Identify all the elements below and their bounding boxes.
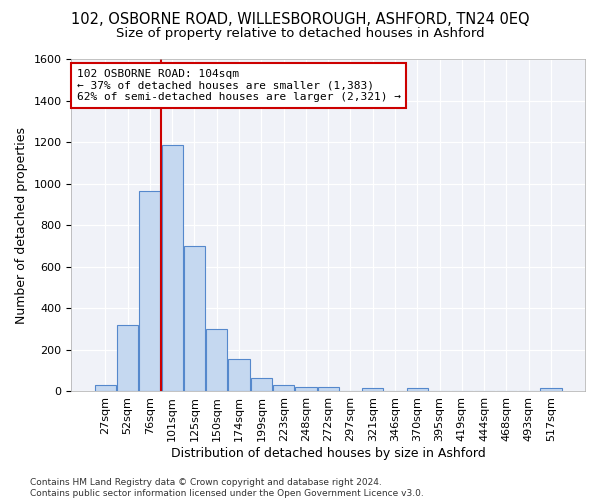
Text: Size of property relative to detached houses in Ashford: Size of property relative to detached ho… [116,28,484,40]
Bar [161,145,183,392]
X-axis label: Distribution of detached houses by size in Ashford: Distribution of detached houses by size … [171,447,485,460]
Bar [541,388,562,392]
Text: Contains HM Land Registry data © Crown copyright and database right 2024.
Contai: Contains HM Land Registry data © Crown c… [30,478,424,498]
Bar [317,388,339,392]
Bar [95,385,116,392]
Bar [206,329,227,392]
Bar [273,385,294,392]
Bar [251,378,272,392]
Y-axis label: Number of detached properties: Number of detached properties [15,126,28,324]
Bar [117,325,138,392]
Bar [407,388,428,392]
Bar [295,388,317,392]
Bar [139,191,160,392]
Bar [362,388,383,392]
Bar [184,246,205,392]
Text: 102, OSBORNE ROAD, WILLESBOROUGH, ASHFORD, TN24 0EQ: 102, OSBORNE ROAD, WILLESBOROUGH, ASHFOR… [71,12,529,28]
Text: 102 OSBORNE ROAD: 104sqm
← 37% of detached houses are smaller (1,383)
62% of sem: 102 OSBORNE ROAD: 104sqm ← 37% of detach… [77,69,401,102]
Bar [229,360,250,392]
